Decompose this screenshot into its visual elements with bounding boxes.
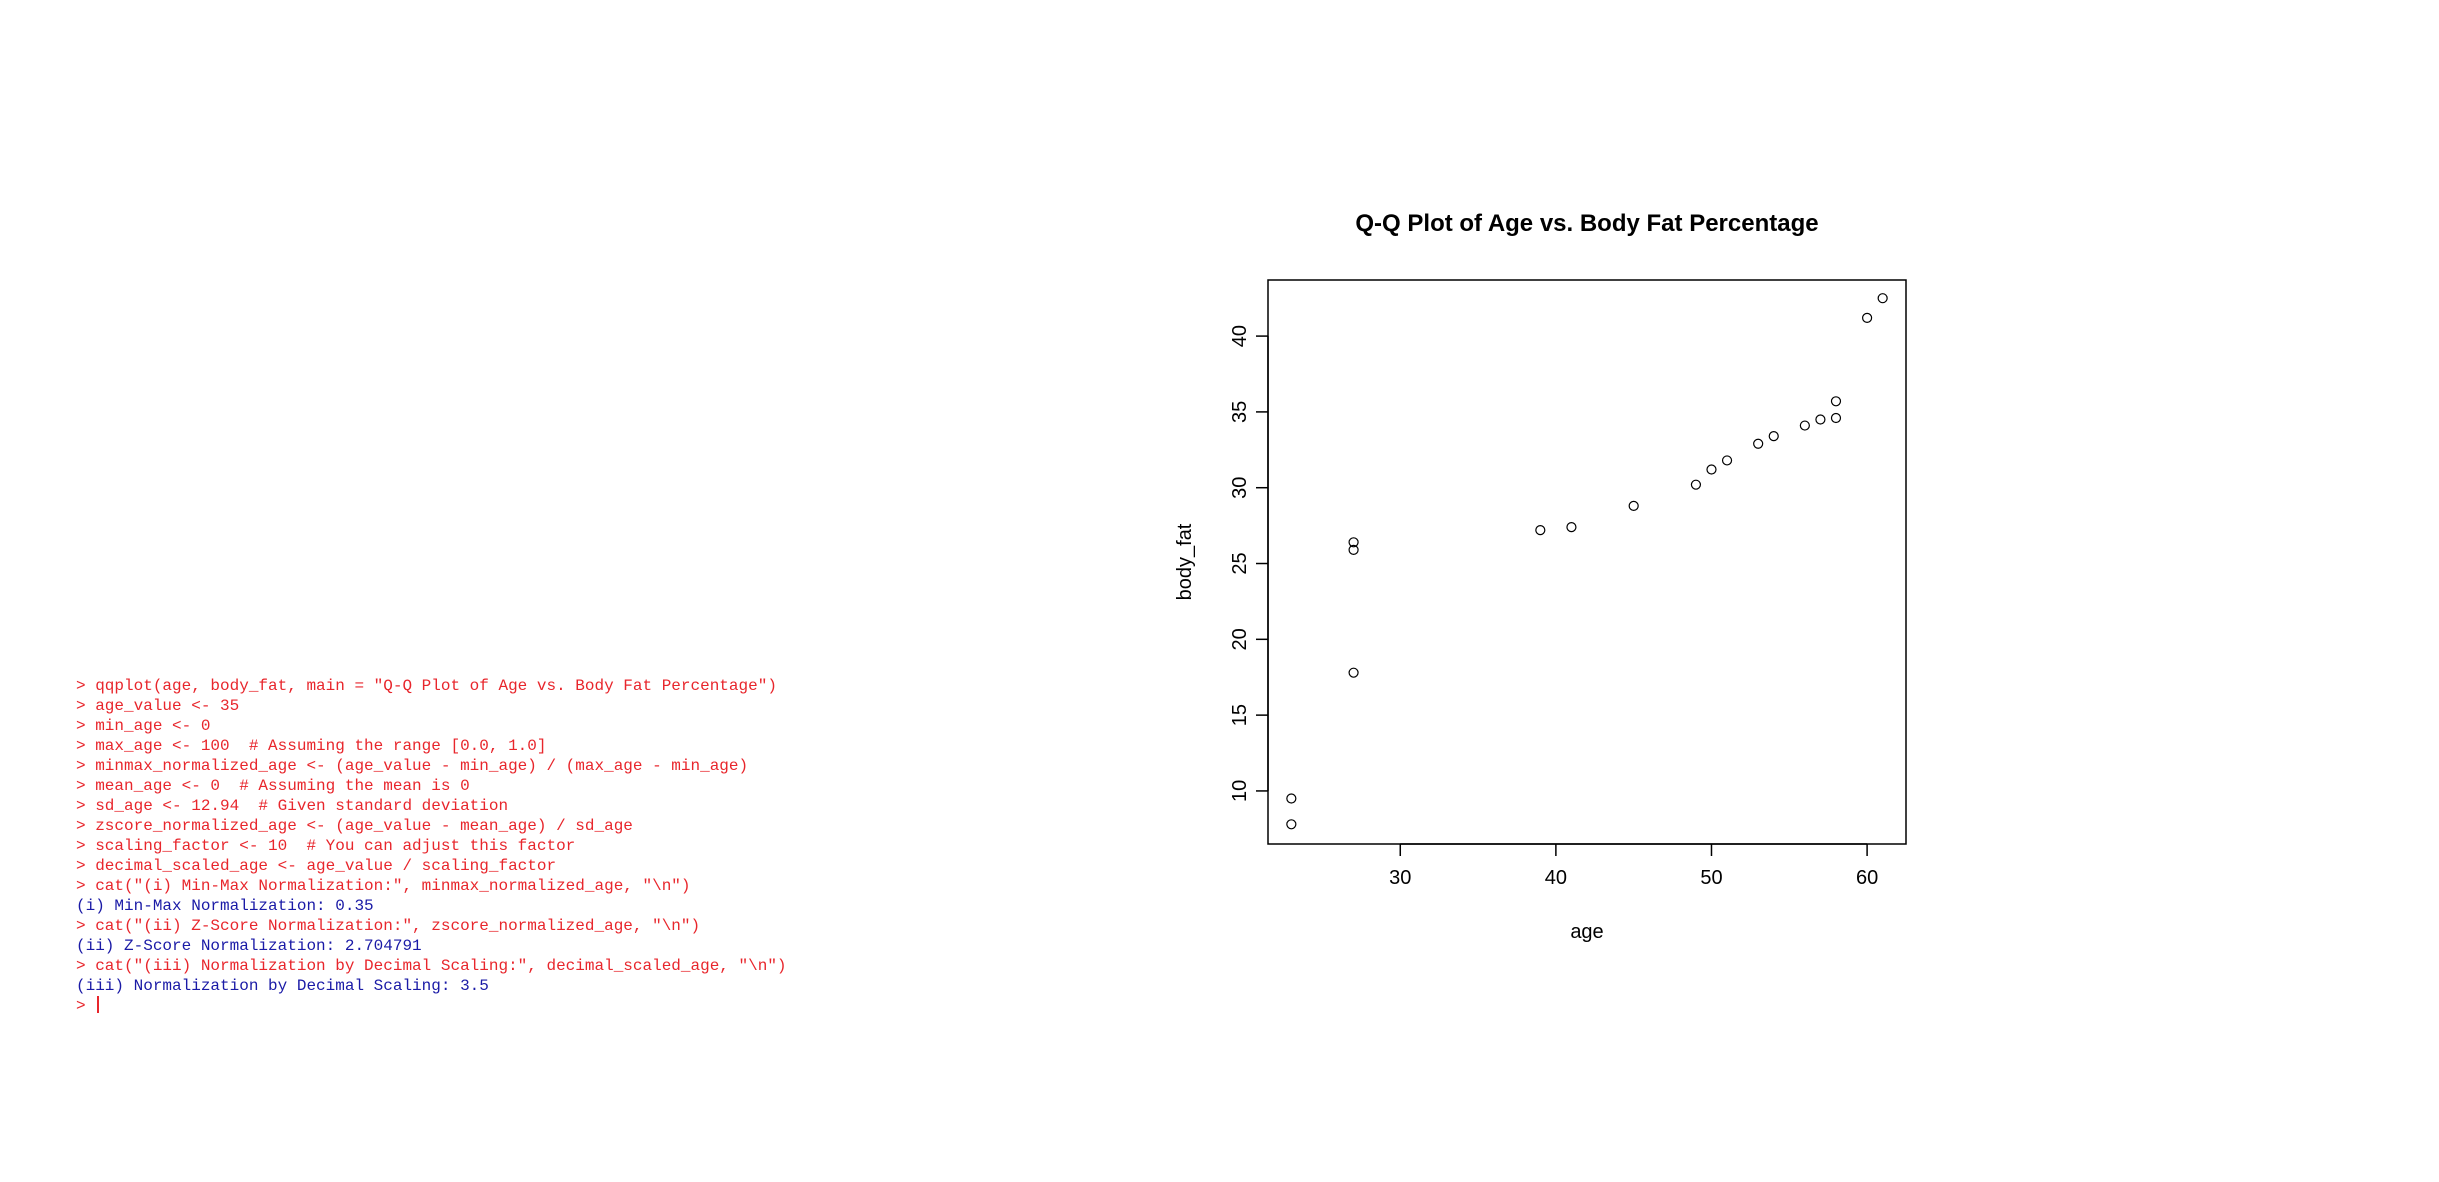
data-point — [1830, 412, 1842, 424]
console-output-line: (i) Min-Max Normalization: 0.35 — [76, 897, 374, 915]
console-command-line: > minmax_normalized_age <- (age_value - … — [76, 757, 749, 775]
data-point — [1721, 455, 1733, 466]
console-output-line: (ii) Z-Score Normalization: 2.704791 — [76, 937, 422, 955]
y-tick-label: 15 — [1229, 704, 1251, 726]
data-point — [1768, 431, 1779, 442]
data-point — [1348, 537, 1359, 548]
console-command-line: > cat("(ii) Z-Score Normalization:", zsc… — [76, 917, 701, 935]
x-axis-label: age — [1570, 921, 1603, 943]
data-point — [1799, 420, 1810, 431]
console-command-line: > sd_age <- 12.94 # Given standard devia… — [76, 797, 509, 815]
y-tick-label: 10 — [1229, 780, 1251, 802]
data-point — [1566, 522, 1577, 533]
console-command-line: > age_value <- 35 — [76, 697, 240, 715]
console-command-line: > cat("(iii) Normalization by Decimal Sc… — [76, 957, 787, 975]
plot-title: Q-Q Plot of Age vs. Body Fat Percentage — [1355, 210, 1818, 237]
data-point — [1753, 438, 1764, 449]
data-point — [1877, 293, 1888, 304]
text-cursor — [97, 996, 100, 1013]
data-point — [1348, 667, 1359, 678]
data-point — [1830, 396, 1842, 407]
x-tick-label: 40 — [1545, 867, 1567, 889]
data-point — [1690, 479, 1702, 490]
y-axis: 10 15 20 25 30 35 40 — [1229, 325, 1269, 802]
data-point — [1535, 525, 1546, 536]
x-tick-label: 50 — [1700, 867, 1722, 889]
console-prompt: > — [76, 997, 96, 1015]
y-axis-label: body_fat — [1174, 523, 1196, 600]
console-command-line: > min_age <- 0 — [76, 717, 211, 735]
console-command-line: > max_age <- 100 # Assuming the range [0… — [76, 737, 547, 755]
data-point — [1861, 312, 1873, 324]
y-tick-label: 35 — [1229, 401, 1251, 423]
y-tick-label: 40 — [1229, 325, 1251, 347]
console-command-line: > decimal_scaled_age <- age_value / scal… — [76, 857, 557, 875]
console-command-line: > cat("(i) Min-Max Normalization:", minm… — [76, 877, 691, 895]
y-tick-label: 20 — [1229, 628, 1251, 650]
x-axis: 30 40 50 60 — [1389, 843, 1878, 889]
data-point — [1706, 464, 1717, 475]
data-point — [1286, 819, 1297, 830]
data-point — [1815, 414, 1826, 425]
data-point — [1628, 500, 1639, 512]
console-prompt-line[interactable]: > — [76, 996, 1076, 1016]
data-point — [1348, 544, 1359, 555]
y-tick-label: 25 — [1229, 552, 1251, 574]
data-points — [1286, 293, 1888, 830]
plot-frame — [1267, 279, 1907, 845]
console-command-line: > scaling_factor <- 10 # You can adjust … — [76, 837, 576, 855]
console-output-line: (iii) Normalization by Decimal Scaling: … — [76, 977, 489, 995]
qq-plot: Q-Q Plot of Age vs. Body Fat Percentage … — [1174, 210, 1907, 943]
y-tick-label: 30 — [1229, 477, 1251, 499]
r-console[interactable]: > qqplot(age, body_fat, main = "Q-Q Plot… — [76, 676, 1076, 1016]
console-command-line: > qqplot(age, body_fat, main = "Q-Q Plot… — [76, 677, 777, 695]
data-point — [1286, 793, 1297, 804]
x-tick-label: 30 — [1389, 867, 1411, 889]
console-command-line: > mean_age <- 0 # Assuming the mean is 0 — [76, 777, 470, 795]
console-command-line: > zscore_normalized_age <- (age_value - … — [76, 817, 633, 835]
x-tick-label: 60 — [1856, 867, 1878, 889]
